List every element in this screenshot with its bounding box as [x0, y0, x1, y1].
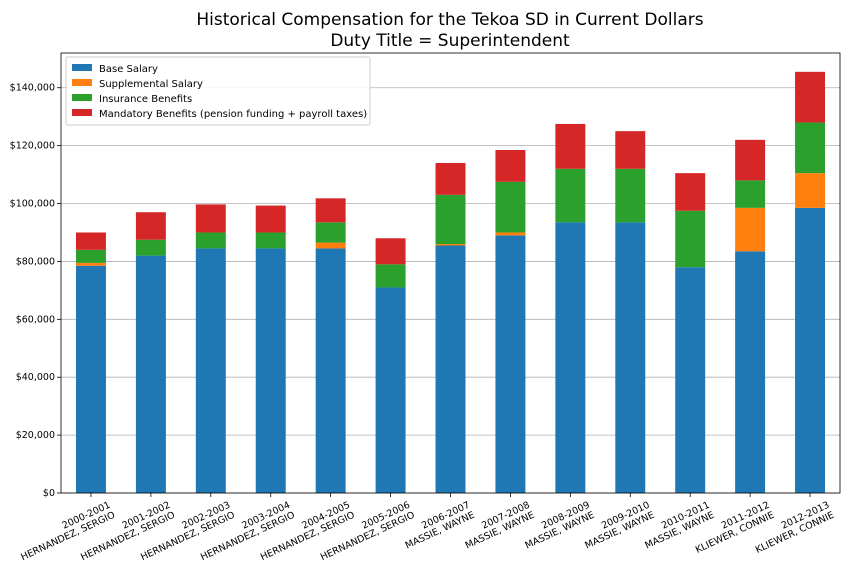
bars	[75, 71, 826, 494]
bar-segment	[135, 212, 166, 240]
bar-segment	[735, 139, 766, 181]
bar-segment	[135, 239, 166, 256]
bar-segment	[555, 222, 586, 493]
bar-segment	[435, 194, 466, 245]
bar-segment	[555, 168, 586, 223]
legend-label: Base Salary	[99, 64, 158, 75]
bar-segment	[75, 262, 106, 266]
bar-segment	[315, 248, 346, 493]
bar-segment	[375, 287, 406, 493]
bar-segment	[255, 232, 286, 249]
bar-segment	[75, 249, 106, 263]
bar-segment	[495, 181, 526, 233]
bar-segment	[435, 245, 466, 493]
bar-segment	[555, 123, 586, 169]
bar-segment	[315, 198, 346, 223]
bar-segment	[675, 173, 706, 211]
bar-segment	[315, 222, 346, 243]
y-tick-label: $0	[43, 488, 55, 499]
bar-segment	[495, 235, 526, 494]
y-tick-label: $100,000	[10, 199, 55, 210]
bar-segment	[615, 168, 646, 223]
bar-segment	[495, 232, 526, 236]
bar-segment	[675, 210, 706, 268]
legend-label: Mandatory Benefits (pension funding + pa…	[99, 109, 367, 120]
legend: Base Salary Supplemental Salary Insurance …	[65, 56, 371, 126]
bar-segment	[195, 248, 226, 493]
bar-segment	[615, 131, 646, 169]
bar-segment	[75, 232, 106, 250]
bar-segment	[135, 255, 166, 493]
bar-segment	[795, 173, 826, 208]
y-tick-label: $120,000	[10, 141, 55, 152]
bar-segment	[735, 207, 766, 252]
legend-label: Insurance Benefits	[99, 94, 192, 105]
x-axis: 2000-2001HERNANDEZ, SERGIO 2001-2002HERNA…	[19, 493, 836, 563]
legend-label: Supplemental Salary	[99, 79, 203, 90]
bar-segment	[795, 122, 826, 174]
legend-swatch	[72, 94, 92, 101]
bar-segment	[195, 232, 226, 249]
chart-subtitle: Duty Title = Superintendent	[330, 31, 570, 51]
bar-segment	[315, 242, 346, 249]
bar-segment	[675, 267, 706, 493]
bar-segment	[375, 238, 406, 265]
bar-segment	[195, 204, 226, 233]
y-tick-label: $80,000	[16, 256, 55, 267]
bar-segment	[495, 149, 526, 182]
y-axis: $0 $20,000 $40,000 $60,000 $80,000 $100,000 $1…	[10, 83, 61, 499]
y-tick-label: $140,000	[10, 83, 55, 94]
bar-segment	[735, 251, 766, 493]
bar-segment	[255, 248, 286, 493]
bar-segment	[615, 222, 646, 493]
bar-segment	[375, 264, 406, 288]
bar-segment	[795, 71, 826, 123]
y-tick-label: $60,000	[16, 314, 55, 325]
bar-segment	[735, 180, 766, 208]
bar-segment	[75, 265, 106, 493]
bar-segment	[435, 244, 466, 246]
bar-segment	[795, 207, 826, 494]
bar-segment	[435, 163, 466, 195]
bar-segment	[255, 205, 286, 233]
legend-swatch	[72, 109, 92, 116]
y-tick-label: $40,000	[16, 372, 55, 383]
chart-title: Historical Compensation for the Tekoa SD…	[196, 10, 703, 30]
legend-swatch	[72, 79, 92, 86]
y-tick-label: $20,000	[16, 430, 55, 441]
legend-box	[65, 56, 371, 126]
legend-swatch	[72, 64, 92, 71]
